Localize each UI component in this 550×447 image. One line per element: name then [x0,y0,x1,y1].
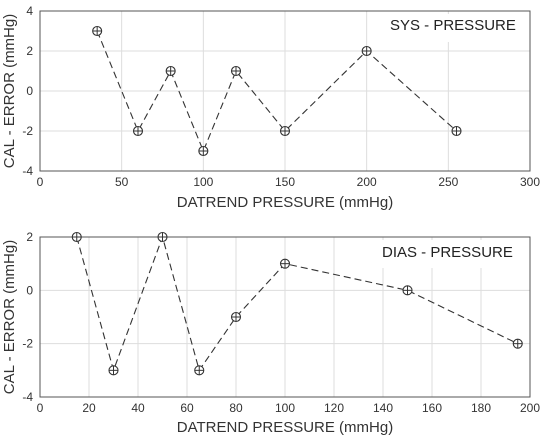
x-tick-label: 60 [180,401,194,415]
data-point [279,258,291,269]
y-axis-label: CAL - ERROR (mmHg) [1,240,18,394]
x-tick-label: 200 [357,175,377,189]
x-axis-label: DATREND PRESSURE (mmHg) [177,419,393,436]
x-tick-label: 0 [37,401,44,415]
y-tick-label: 4 [26,4,33,18]
data-point [108,365,119,376]
series-line [76,235,518,373]
data-point [451,125,462,137]
x-tick-label: 50 [115,175,129,189]
y-tick-label: -4 [22,164,33,178]
x-tick-label: 120 [324,401,344,415]
y-tick-label: -2 [22,124,33,138]
data-point [194,365,205,376]
x-tick-label: 100 [193,175,213,189]
data-point [279,125,291,137]
y-tick-label: 0 [26,84,33,98]
data-point [402,285,413,296]
annotation-background [372,240,524,268]
series-line [96,30,457,153]
y-axis-label: CAL - ERROR (mmHg) [1,14,18,168]
data-point [512,338,523,349]
data-point [198,145,209,157]
data-point [230,311,242,323]
plot-frame [39,10,531,172]
data-point [92,25,103,37]
x-axis-label: DATREND PRESSURE (mmHg) [177,194,393,211]
chart-panel-2: 0 20 40 60 80 100 120 140 160 180 200 -4 -2 0 2 DATREND… [1,230,540,436]
x-tick-label: 40 [131,401,145,415]
chart-panel-1: 0 50 100 150 200 250 300 -4 -2 0 2 4 DATREND PRESSUR… [1,4,540,211]
x-tick-label: 140 [373,401,393,415]
y-tick-label: 0 [26,283,33,297]
x-tick-label: 180 [471,401,491,415]
y-tick-label: 2 [26,44,33,58]
data-point [361,45,372,57]
series-annotation: SYS - PRESSURE [390,17,516,34]
x-tick-label: 100 [275,401,295,415]
data-point [157,231,168,243]
data-point [132,125,144,137]
y-tick-label: 2 [26,230,33,244]
x-tick-label: 150 [275,175,295,189]
x-tick-label: 0 [37,175,44,189]
x-tick-label: 160 [422,401,442,415]
series-annotation: DIAS - PRESSURE [382,244,513,261]
x-tick-label: 250 [438,175,458,189]
x-tick-label: 300 [520,175,540,189]
y-tick-label: -4 [22,390,33,404]
x-tick-label: 200 [520,401,540,415]
x-tick-label: 80 [229,401,243,415]
data-point [165,65,176,77]
data-point [230,65,242,77]
x-tick-label: 20 [82,401,96,415]
data-point [71,231,82,243]
y-tick-label: -2 [22,337,33,351]
plot-frame [39,236,531,398]
annotation-background [380,14,525,42]
